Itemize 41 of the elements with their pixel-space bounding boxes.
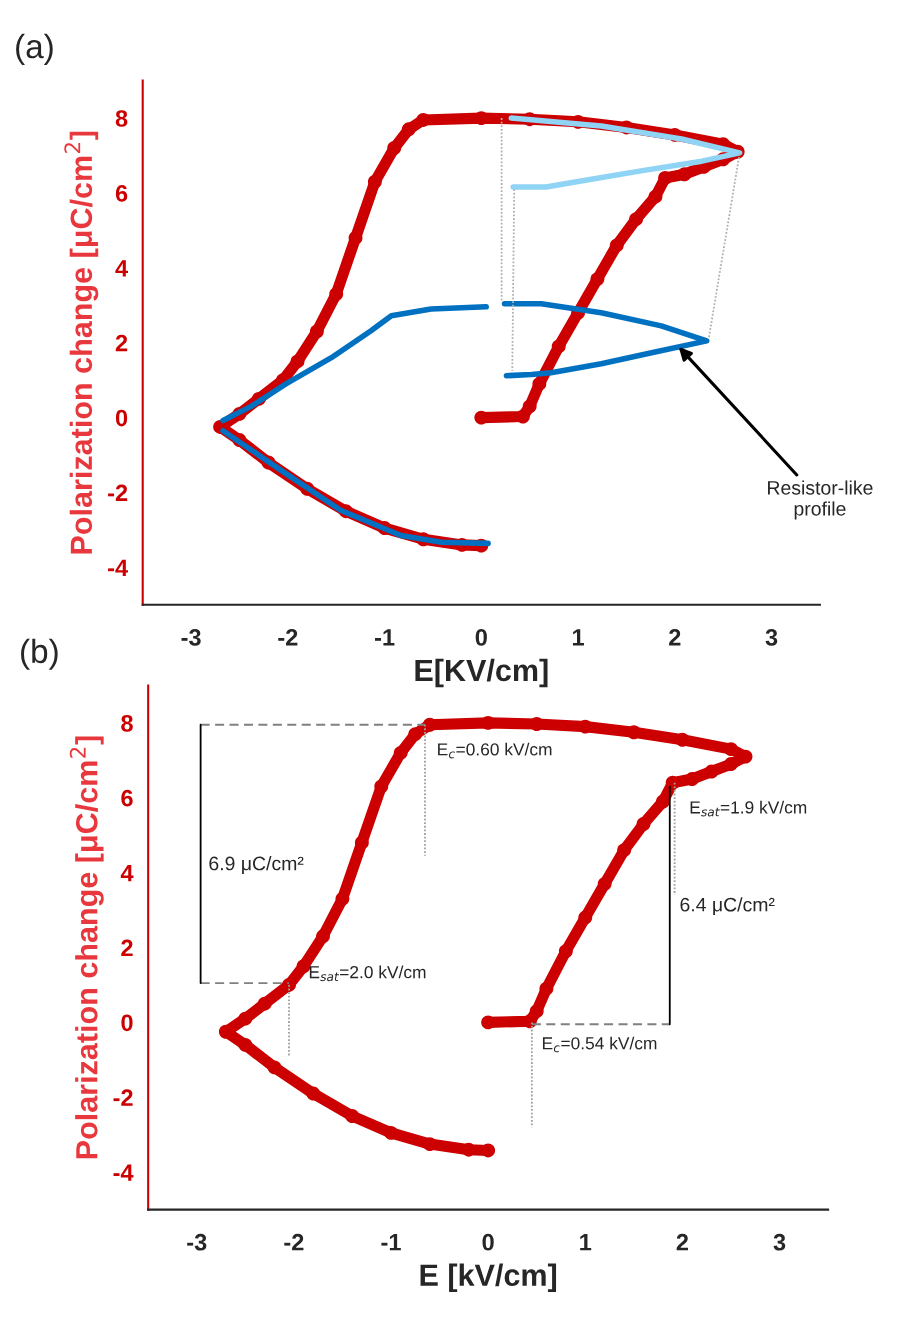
x-tick-label: -1: [381, 1234, 401, 1251]
x-tick-label: 2: [676, 1233, 689, 1251]
chart-title: (b): [21, 638, 58, 670]
x-tick-label: 3: [765, 629, 778, 646]
y-tick-label: -2: [113, 1089, 133, 1106]
y-tick-label: 6: [121, 789, 133, 807]
x-tick-label: 3: [773, 1233, 786, 1251]
x-tick-label: -3: [181, 629, 201, 646]
x-tick-label: 0: [475, 629, 487, 646]
y-tick-label: -2: [108, 484, 128, 502]
y-axis-title: Polarization change [μC/cm$^{2}$]: [69, 736, 104, 1159]
y-tick-label: 2: [121, 939, 133, 957]
x-tick-label: -3: [187, 1233, 207, 1251]
y-tick-label: 8: [115, 110, 128, 127]
annotation: E$_{sat}$=2.0 kV/cm: [309, 965, 426, 982]
y-tick-label: -4: [108, 559, 129, 576]
y-tick-label: 0: [115, 409, 128, 427]
x-tick-label: -1: [375, 629, 395, 646]
x-tick-label: -2: [284, 1233, 304, 1251]
annotation: 6.4 μC/cm²: [680, 897, 775, 916]
x-tick-label: -2: [278, 629, 298, 646]
x-tick-label: 1: [580, 1234, 592, 1251]
y-tick-label: 8: [121, 714, 133, 732]
annotation: 6.9 μC/cm²: [209, 856, 304, 874]
x-axis-title: E[KV/cm]: [415, 658, 548, 688]
y-tick-label: 0: [121, 1014, 133, 1032]
x-tick-label: 1: [572, 629, 584, 646]
y-tick-label: 6: [115, 185, 128, 202]
y-tick-label: 2: [115, 334, 128, 352]
x-tick-label: 0: [482, 1233, 494, 1251]
y-tick-label: -4: [113, 1164, 134, 1181]
annotation: E$_{c}$=0.54 kV/cm: [542, 1036, 657, 1053]
y-tick-label: 4: [120, 864, 134, 882]
chart-title: (a): [16, 33, 53, 65]
x-axis-title: E [kV/cm]: [420, 1263, 557, 1293]
y-tick-label: 4: [115, 260, 128, 277]
x-tick-label: 2: [669, 629, 681, 646]
y-axis-title: Polarization change [μC/cm$^{2}$]: [64, 131, 99, 554]
annotation: Resistor-like profile: [768, 480, 873, 520]
annotation: E$_{c}$=0.60 kV/cm: [438, 742, 552, 759]
annotation: E$_{sat}$=1.9 kV/cm: [690, 800, 807, 817]
